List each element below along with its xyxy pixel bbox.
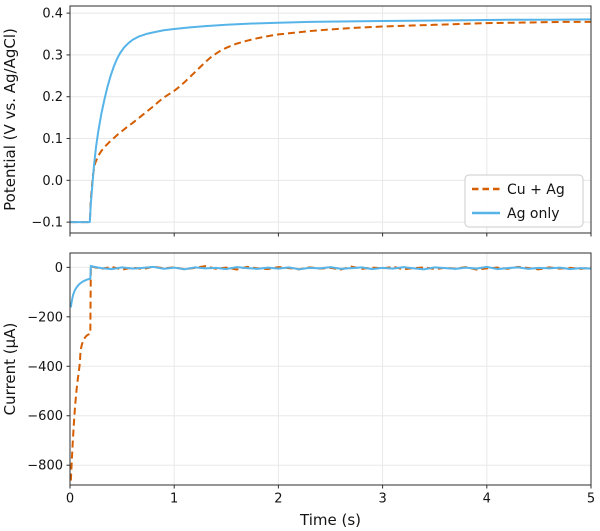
series-line-cu_ag bbox=[70, 264, 591, 481]
x-tick-label: 5 bbox=[587, 492, 595, 507]
plot-area bbox=[70, 264, 591, 481]
series-line-cu_ag bbox=[70, 20, 591, 224]
y-tick-label: 0.1 bbox=[42, 132, 63, 147]
axes-spines bbox=[69, 252, 592, 486]
y-axis-label: Current (μA) bbox=[1, 323, 19, 416]
y-tick-label: 0.4 bbox=[42, 7, 63, 22]
x-tick-label: 4 bbox=[483, 492, 491, 507]
x-tick-label: 0 bbox=[66, 492, 74, 507]
legend-label: Ag only bbox=[507, 206, 560, 222]
series-line-ag_only bbox=[70, 264, 591, 308]
y-tick-label: −400 bbox=[27, 360, 63, 375]
legend: Cu + Ag Ag only bbox=[464, 174, 584, 228]
y-tick-label: 0.0 bbox=[42, 174, 63, 189]
x-axis-label: Time (s) bbox=[299, 511, 361, 529]
y-tick-label: −800 bbox=[27, 459, 63, 474]
y-tick-label: −600 bbox=[27, 409, 63, 424]
y-tick-label: 0 bbox=[55, 261, 63, 276]
plot-area bbox=[70, 18, 591, 224]
y-axis-label: Potential (V vs. Ag/AgCl) bbox=[1, 28, 19, 211]
legend-label: Cu + Ag bbox=[507, 182, 565, 198]
x-tick-label: 1 bbox=[170, 492, 178, 507]
y-tick-label: −200 bbox=[27, 310, 63, 325]
axes-spines bbox=[69, 5, 592, 234]
x-tick-label: 2 bbox=[274, 492, 282, 507]
y-tick-label: −0.1 bbox=[31, 216, 63, 231]
x-tick-label: 3 bbox=[378, 492, 386, 507]
series-line-ag_only bbox=[70, 18, 591, 224]
y-tick-label: 0.2 bbox=[42, 90, 63, 105]
y-tick-label: 0.3 bbox=[42, 48, 63, 63]
